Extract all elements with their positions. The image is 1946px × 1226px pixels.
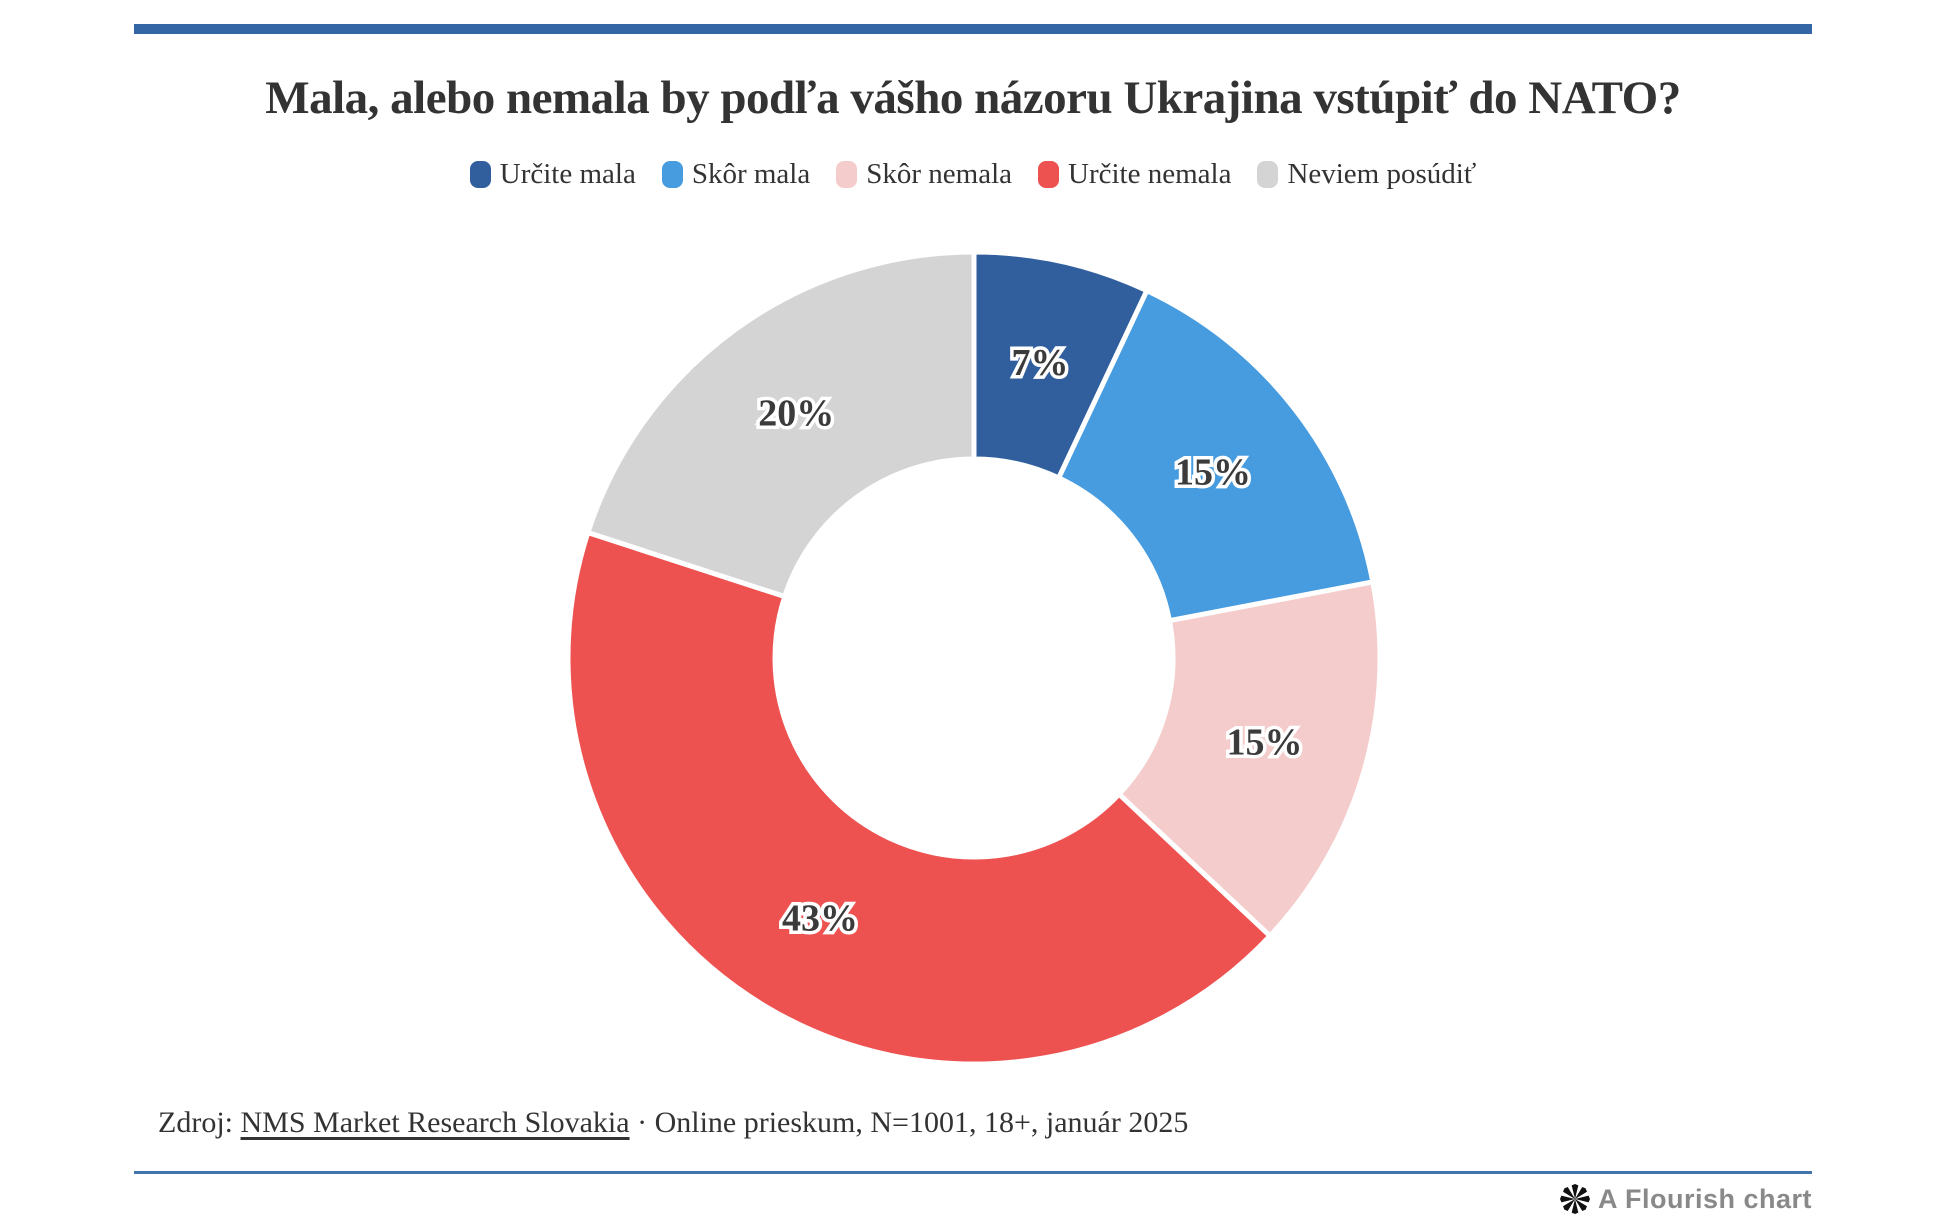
legend-label: Neviem posúdiť (1287, 157, 1477, 190)
legend-item-urcite-nemala[interactable]: Určite nemala (1038, 158, 1231, 191)
top-accent-rule (134, 24, 1812, 34)
slice-value-label: 15% (1175, 452, 1251, 494)
source-suffix: · Online prieskum, N=1001, 18+, január 2… (629, 1106, 1189, 1139)
legend-swatch-icon (1038, 160, 1059, 188)
slice-value-label: 20% (758, 392, 834, 434)
legend-label: Skôr nemala (866, 157, 1012, 190)
chart-title: Mala, alebo nemala by podľa vášho názoru… (265, 72, 1681, 125)
donut-slice-skor-nemala[interactable] (1115, 578, 1383, 940)
bottom-accent-rule (134, 1171, 1812, 1174)
donut-slice-neviem-posudit[interactable] (584, 249, 977, 600)
legend-item-skor-nemala[interactable]: Skôr nemala (836, 158, 1012, 191)
legend-item-skor-mala[interactable]: Skôr mala (661, 157, 811, 191)
legend-item-urcite-mala[interactable]: Určite mala (469, 157, 636, 191)
legend-swatch-icon (469, 160, 491, 188)
source-link[interactable]: NMS Market Research Slovakia (240, 1106, 630, 1139)
legend-swatch-icon (661, 160, 683, 188)
slice-value-label: 7% (1012, 342, 1069, 384)
source-prefix: Zdroj: (158, 1106, 241, 1139)
flourish-credit[interactable]: A Flourish chart (1559, 1183, 1812, 1215)
flourish-credit-label: A Flourish chart (1597, 1183, 1812, 1214)
slice-value-label: 15% (1227, 721, 1303, 763)
legend-label: Určite mala (499, 157, 636, 190)
legend-swatch-icon (836, 160, 858, 188)
donut-slice-urcite-nemala[interactable] (565, 529, 1274, 1067)
flourish-logo-icon (1559, 1184, 1590, 1214)
donut-chart: 7% 15% 15% 43% 20% (565, 249, 1383, 1067)
legend-label: Určite nemala (1068, 157, 1232, 190)
legend-swatch-icon (1257, 160, 1279, 188)
slice-value-label: 43% (782, 897, 858, 939)
legend-item-neviem-posudit[interactable]: Neviem posúdiť (1257, 158, 1476, 191)
legend-label: Skôr mala (691, 157, 811, 190)
donut-slice-skor-mala[interactable] (1055, 287, 1376, 624)
source-line: Zdroj: NMS Market Research Slovakia · On… (158, 1106, 1758, 1140)
chart-legend: Určite mala Skôr mala Skôr nemala Určite ne… (134, 156, 1812, 192)
